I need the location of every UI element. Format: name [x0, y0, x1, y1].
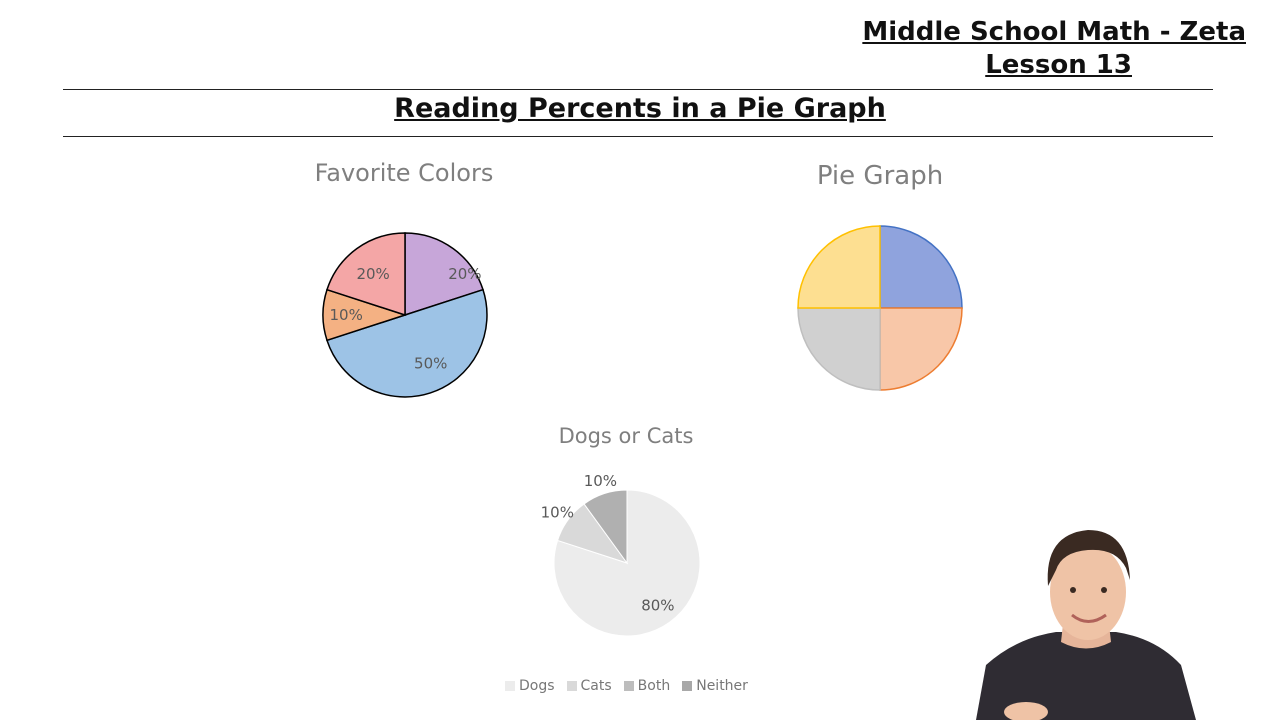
dogs-or-cats-title: Dogs or Cats — [558, 424, 694, 448]
dogs-or-cats-legend: Dogs Cats Both Neither — [505, 678, 765, 694]
legend-label: Cats — [580, 678, 612, 694]
legend-item-both: Both — [623, 678, 671, 694]
page-title: Reading Percents in a Pie Graph — [0, 93, 1280, 124]
legend-swatch — [623, 681, 634, 691]
legend-item-dogs: Dogs — [505, 678, 555, 694]
legend-swatch — [505, 681, 515, 691]
legend-label: Neither — [696, 678, 748, 694]
pie-graph-slice-2 — [797, 307, 881, 391]
top-rule — [63, 89, 1213, 90]
presenter-hand — [1004, 702, 1048, 720]
presenter-webcam — [976, 530, 1196, 720]
dogs-or-cats-label-3: 10% — [584, 472, 617, 490]
presenter-smile — [1071, 613, 1107, 623]
dogs-or-cats-label-0: 80% — [641, 597, 674, 615]
lesson-number: Lesson 13 — [985, 50, 1132, 80]
presenter-shirt — [976, 632, 1196, 720]
favorite-colors-label-3: 20% — [356, 265, 389, 283]
favorite-colors-slice-0 — [404, 232, 484, 317]
course-header: Middle School Math - Zeta Lesson 13 — [862, 16, 1246, 82]
presenter-hair — [1047, 530, 1130, 586]
course-title: Middle School Math - Zeta — [862, 17, 1246, 47]
legend-swatch — [682, 681, 693, 691]
page-title-text: Reading Percents in a Pie Graph — [394, 93, 886, 124]
legend-label: Dogs — [519, 678, 555, 694]
presenter-eye-left — [1070, 587, 1076, 593]
presenter-eye-right — [1101, 587, 1107, 593]
favorite-colors-slice-1 — [326, 288, 488, 398]
pie-graph-slice-0 — [879, 225, 963, 309]
legend-swatch — [566, 681, 577, 691]
pie-graph-slice-3 — [797, 225, 881, 309]
dogs-or-cats-label-1: 10% — [541, 503, 574, 521]
favorite-colors-slice-3 — [326, 232, 406, 317]
pie-graph-title: Pie Graph — [816, 161, 944, 191]
pie-graph-slice-1 — [879, 307, 963, 391]
bottom-rule — [63, 136, 1213, 137]
favorite-colors-title: Favorite Colors — [314, 159, 494, 187]
legend-label: Both — [637, 678, 671, 694]
dogs-or-cats-slice-3 — [583, 489, 628, 565]
favorite-colors-label-2: 10% — [329, 306, 362, 324]
favorite-colors-label-1: 50% — [414, 354, 447, 372]
legend-item-neither: Neither — [682, 678, 748, 694]
legend-item-cats: Cats — [566, 678, 612, 694]
presenter-face — [1050, 544, 1126, 640]
favorite-colors-label-0: 20% — [448, 265, 481, 283]
